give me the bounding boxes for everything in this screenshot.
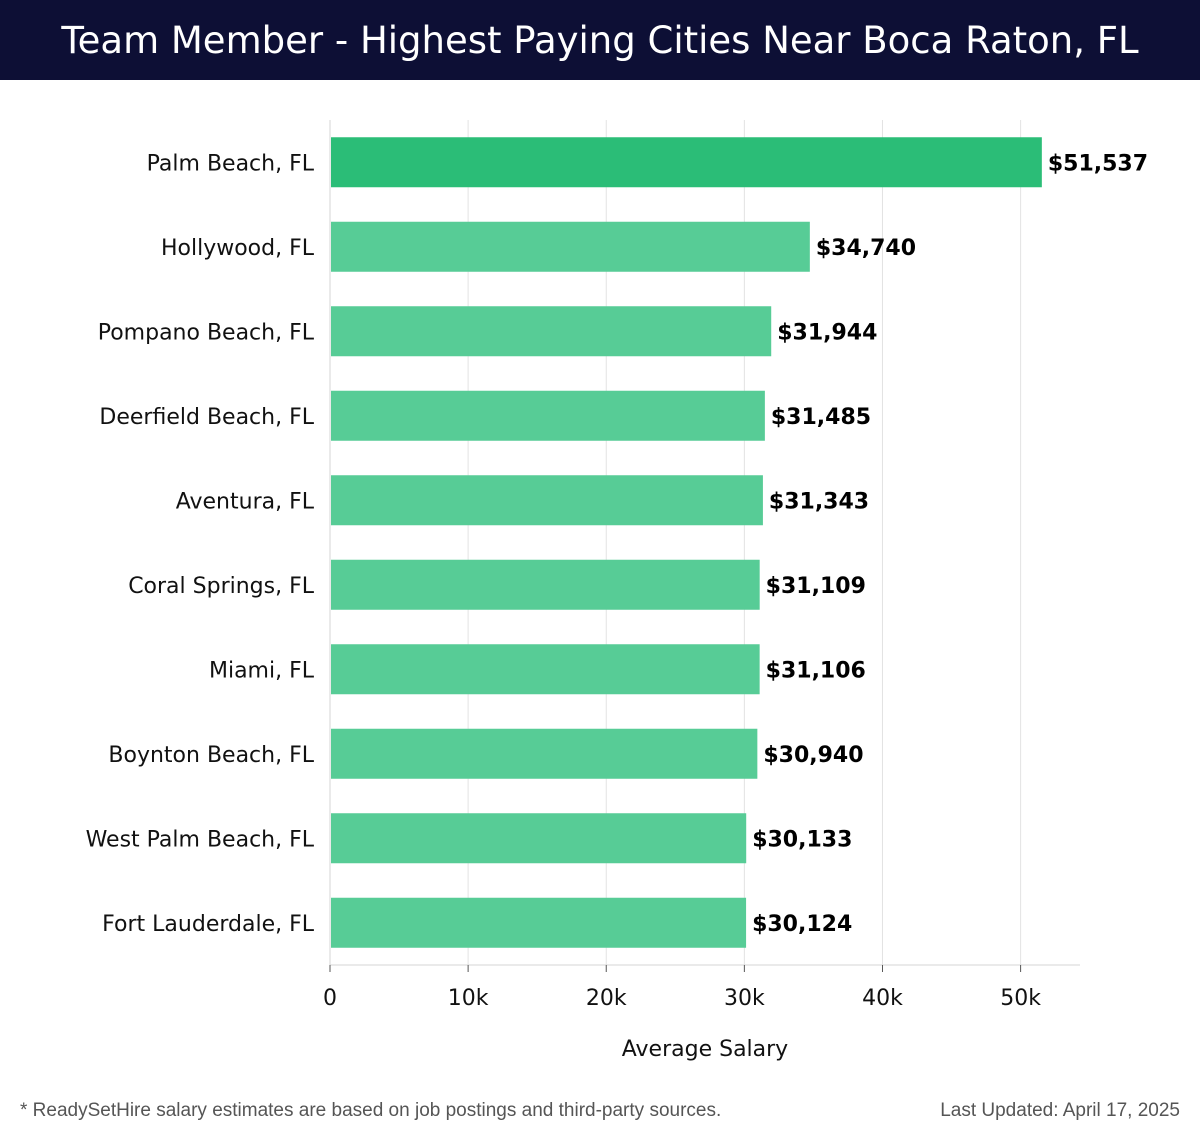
bar xyxy=(331,390,765,441)
value-label: $31,109 xyxy=(766,574,866,599)
value-label: $31,106 xyxy=(766,658,866,683)
chart-header: Team Member - Highest Paying Cities Near… xyxy=(0,0,1200,80)
bar xyxy=(331,221,810,272)
value-label: $30,940 xyxy=(763,743,863,768)
x-axis-title: Average Salary xyxy=(622,1037,788,1062)
category-label: Deerfield Beach, FL xyxy=(99,405,314,430)
bar xyxy=(331,559,760,610)
last-updated: Last Updated: April 17, 2025 xyxy=(940,1100,1180,1121)
x-tick-label: 40k xyxy=(862,986,903,1011)
category-label: Fort Lauderdale, FL xyxy=(102,912,315,937)
category-label: Miami, FL xyxy=(209,658,315,683)
bar xyxy=(331,475,763,526)
bar xyxy=(331,137,1042,188)
value-label: $30,124 xyxy=(752,912,852,937)
footer-note: * ReadySetHire salary estimates are base… xyxy=(20,1100,722,1121)
bar xyxy=(331,306,772,357)
x-tick-label: 0 xyxy=(323,986,337,1011)
value-label: $31,944 xyxy=(777,320,877,345)
value-label: $30,133 xyxy=(752,827,852,852)
value-label: $51,537 xyxy=(1048,151,1148,176)
value-label: $34,740 xyxy=(816,236,916,261)
category-label: Coral Springs, FL xyxy=(128,574,315,599)
category-label: Boynton Beach, FL xyxy=(108,743,314,768)
category-label: Aventura, FL xyxy=(176,489,315,514)
category-label: Pompano Beach, FL xyxy=(98,320,315,345)
chart-title: Team Member - Highest Paying Cities Near… xyxy=(61,18,1139,62)
category-label: Palm Beach, FL xyxy=(147,151,315,176)
x-tick-label: 10k xyxy=(448,986,489,1011)
value-label: $31,485 xyxy=(771,405,871,430)
bar xyxy=(331,813,747,864)
bar xyxy=(331,897,747,948)
bar xyxy=(331,728,758,779)
x-tick-label: 50k xyxy=(1000,986,1041,1011)
category-label: West Palm Beach, FL xyxy=(86,827,315,852)
x-tick-label: 30k xyxy=(724,986,765,1011)
bar xyxy=(331,644,760,695)
value-label: $31,343 xyxy=(769,489,869,514)
x-tick-label: 20k xyxy=(586,986,627,1011)
category-label: Hollywood, FL xyxy=(161,236,315,261)
